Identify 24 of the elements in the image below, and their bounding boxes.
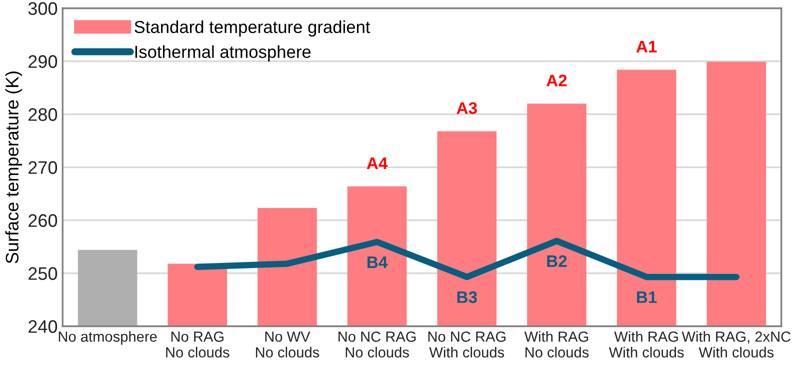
annotation: B2 [547,255,567,267]
y-tick-label: 240 [28,320,58,333]
y-tick-label: 290 [28,55,58,68]
y-tick-label: 300 [28,2,58,15]
annotation: A4 [366,158,388,169]
y-tick-label: 270 [28,161,58,174]
y-tick-label: 250 [28,267,58,280]
annotation: B1 [637,291,657,303]
annotation: A1 [636,40,657,52]
x-tick-label: No atmosphere [58,331,157,345]
x-tick-label: With RAG No clouds [524,331,589,358]
x-tick-label: No NC RAG With clouds [428,331,506,358]
x-tick-label: No WV No clouds [256,332,320,358]
annotation: A2 [546,74,567,86]
annotation: A3 [456,102,477,114]
y-tick-label: 260 [28,214,58,227]
y-axis-title: Surface temperature (K) [5,72,22,264]
annotation: B4 [368,256,388,268]
annotation: B3 [457,291,477,304]
y-tick-label: 280 [28,108,58,121]
legend-label: Standard temperature gradient [134,20,370,37]
x-tick-label: No RAG No clouds [166,331,230,358]
x-tick-label: No NC RAG No clouds [338,331,416,358]
legend-label: Isothermal atmosphere [135,45,311,62]
